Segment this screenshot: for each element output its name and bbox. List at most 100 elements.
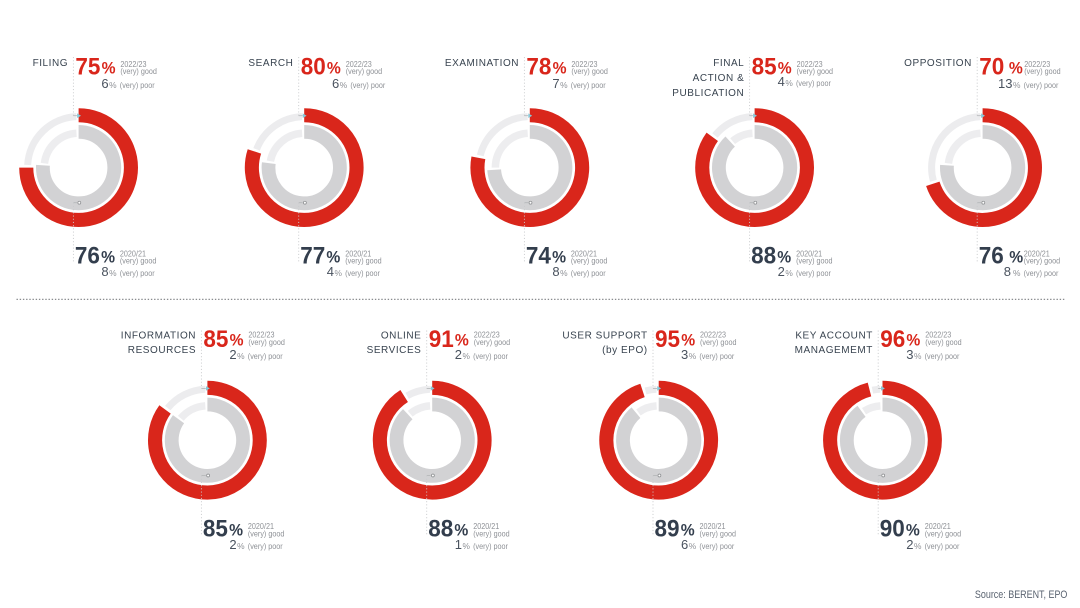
svg-text:75: 75 xyxy=(75,53,100,80)
svg-text:ONLINE: ONLINE xyxy=(381,330,422,341)
svg-text:70: 70 xyxy=(979,53,1004,80)
svg-text:88: 88 xyxy=(428,515,453,542)
svg-text:85: 85 xyxy=(752,53,777,80)
svg-text:(very) good: (very) good xyxy=(120,67,156,77)
svg-text:2022/23: 2022/23 xyxy=(474,330,500,340)
svg-text:2020/21: 2020/21 xyxy=(473,522,499,532)
svg-text:2%: 2% xyxy=(455,347,471,362)
svg-text:KEY ACCOUNT: KEY ACCOUNT xyxy=(795,330,873,341)
svg-text:%: % xyxy=(553,59,567,78)
svg-text:(very) poor: (very) poor xyxy=(796,269,831,279)
svg-text:(very) poor: (very) poor xyxy=(925,541,960,551)
svg-text:96: 96 xyxy=(880,325,905,352)
svg-text:%: % xyxy=(327,59,341,78)
svg-text:85: 85 xyxy=(203,515,228,542)
svg-text:85: 85 xyxy=(203,325,228,352)
svg-text:6%: 6% xyxy=(681,537,697,552)
svg-text:USER SUPPORT: USER SUPPORT xyxy=(562,330,647,341)
svg-text:(very) poor: (very) poor xyxy=(473,352,508,362)
svg-text:(very) poor: (very) poor xyxy=(571,81,606,91)
svg-text:%: % xyxy=(906,521,920,540)
svg-text:(very) good: (very) good xyxy=(796,256,832,266)
svg-text:4%: 4% xyxy=(327,264,343,279)
svg-text:%: % xyxy=(229,521,243,540)
svg-text:(very) poor: (very) poor xyxy=(1024,269,1059,279)
svg-text:%: % xyxy=(230,331,244,350)
svg-text:2022/23: 2022/23 xyxy=(346,59,372,69)
svg-text:INFORMATION: INFORMATION xyxy=(121,330,196,341)
svg-text:SEARCH: SEARCH xyxy=(248,58,293,69)
svg-text:88: 88 xyxy=(751,242,776,269)
svg-text:%: % xyxy=(326,248,340,267)
svg-text:2%: 2% xyxy=(778,264,794,279)
svg-text:74: 74 xyxy=(526,242,551,269)
svg-text:(very) good: (very) good xyxy=(925,338,961,348)
svg-text:(very) good: (very) good xyxy=(700,529,736,539)
svg-text:(very) good: (very) good xyxy=(346,67,382,77)
svg-text:4%: 4% xyxy=(778,74,794,89)
svg-text:6%: 6% xyxy=(332,76,348,91)
svg-text:(very) poor: (very) poor xyxy=(248,541,283,551)
svg-text:%: % xyxy=(778,59,792,78)
svg-text:91: 91 xyxy=(429,325,454,352)
svg-text:FILING: FILING xyxy=(33,58,69,69)
svg-text:(very) poor: (very) poor xyxy=(699,541,734,551)
svg-text:2020/21: 2020/21 xyxy=(700,522,726,532)
svg-text:2020/21: 2020/21 xyxy=(796,249,822,259)
svg-text:90: 90 xyxy=(880,515,905,542)
svg-text:1%: 1% xyxy=(455,537,471,552)
svg-text:(very) poor: (very) poor xyxy=(120,269,155,279)
svg-text:8%: 8% xyxy=(552,264,568,279)
svg-text:3%: 3% xyxy=(906,347,922,362)
svg-text:(very) good: (very) good xyxy=(473,529,509,539)
svg-text:2022/23: 2022/23 xyxy=(248,330,274,340)
svg-text:FINAL: FINAL xyxy=(713,58,744,69)
svg-text:(by EPO): (by EPO) xyxy=(602,345,648,356)
svg-text:(very) good: (very) good xyxy=(571,256,607,266)
svg-text:%: % xyxy=(102,59,116,78)
svg-text:2022/23: 2022/23 xyxy=(797,59,823,69)
svg-text:2022/23: 2022/23 xyxy=(1024,59,1050,69)
svg-text:PUBLICATION: PUBLICATION xyxy=(672,88,744,99)
svg-text:%: % xyxy=(101,248,115,267)
svg-text:(very) good: (very) good xyxy=(925,529,961,539)
svg-text:%: % xyxy=(454,521,468,540)
svg-text:(very) good: (very) good xyxy=(1024,256,1060,266)
svg-text:76: 76 xyxy=(75,242,100,269)
svg-text:2%: 2% xyxy=(906,537,922,552)
svg-text:SERVICES: SERVICES xyxy=(367,345,422,356)
svg-text:MANAGEMEMT: MANAGEMEMT xyxy=(795,345,873,356)
svg-text:2022/23: 2022/23 xyxy=(700,330,726,340)
svg-text:2020/21: 2020/21 xyxy=(925,522,951,532)
svg-text:(very) good: (very) good xyxy=(474,338,510,348)
svg-text:80: 80 xyxy=(301,53,326,80)
svg-text:%: % xyxy=(906,331,920,350)
svg-text:(very) good: (very) good xyxy=(248,338,284,348)
svg-text:(very) good: (very) good xyxy=(345,256,381,266)
svg-text:3%: 3% xyxy=(681,347,697,362)
svg-text:EXAMINATION: EXAMINATION xyxy=(445,58,519,69)
svg-text:2020/21: 2020/21 xyxy=(120,249,146,259)
svg-text:2%: 2% xyxy=(229,537,245,552)
svg-text:2020/21: 2020/21 xyxy=(1024,249,1050,259)
svg-text:(very) poor: (very) poor xyxy=(350,81,385,91)
svg-text:OPPOSITION: OPPOSITION xyxy=(904,58,972,69)
svg-text:%: % xyxy=(681,331,695,350)
svg-text:%: % xyxy=(1009,248,1023,267)
svg-text:(very) poor: (very) poor xyxy=(120,81,155,91)
svg-text:(very) poor: (very) poor xyxy=(571,269,606,279)
svg-text:2%: 2% xyxy=(229,347,245,362)
svg-text:(very) poor: (very) poor xyxy=(699,352,734,362)
svg-text:(very) good: (very) good xyxy=(571,67,607,77)
svg-text:%: % xyxy=(455,331,469,350)
svg-text:8%: 8% xyxy=(1004,264,1021,279)
svg-text:%: % xyxy=(552,248,566,267)
svg-text:(very) poor: (very) poor xyxy=(1024,81,1059,91)
svg-text:%: % xyxy=(681,521,695,540)
svg-text:2020/21: 2020/21 xyxy=(345,249,371,259)
svg-text:(very) good: (very) good xyxy=(1024,67,1060,77)
svg-text:2022/23: 2022/23 xyxy=(120,59,146,69)
svg-text:2022/23: 2022/23 xyxy=(571,59,597,69)
svg-text:13%: 13% xyxy=(998,76,1021,91)
svg-text:2022/23: 2022/23 xyxy=(925,330,951,340)
